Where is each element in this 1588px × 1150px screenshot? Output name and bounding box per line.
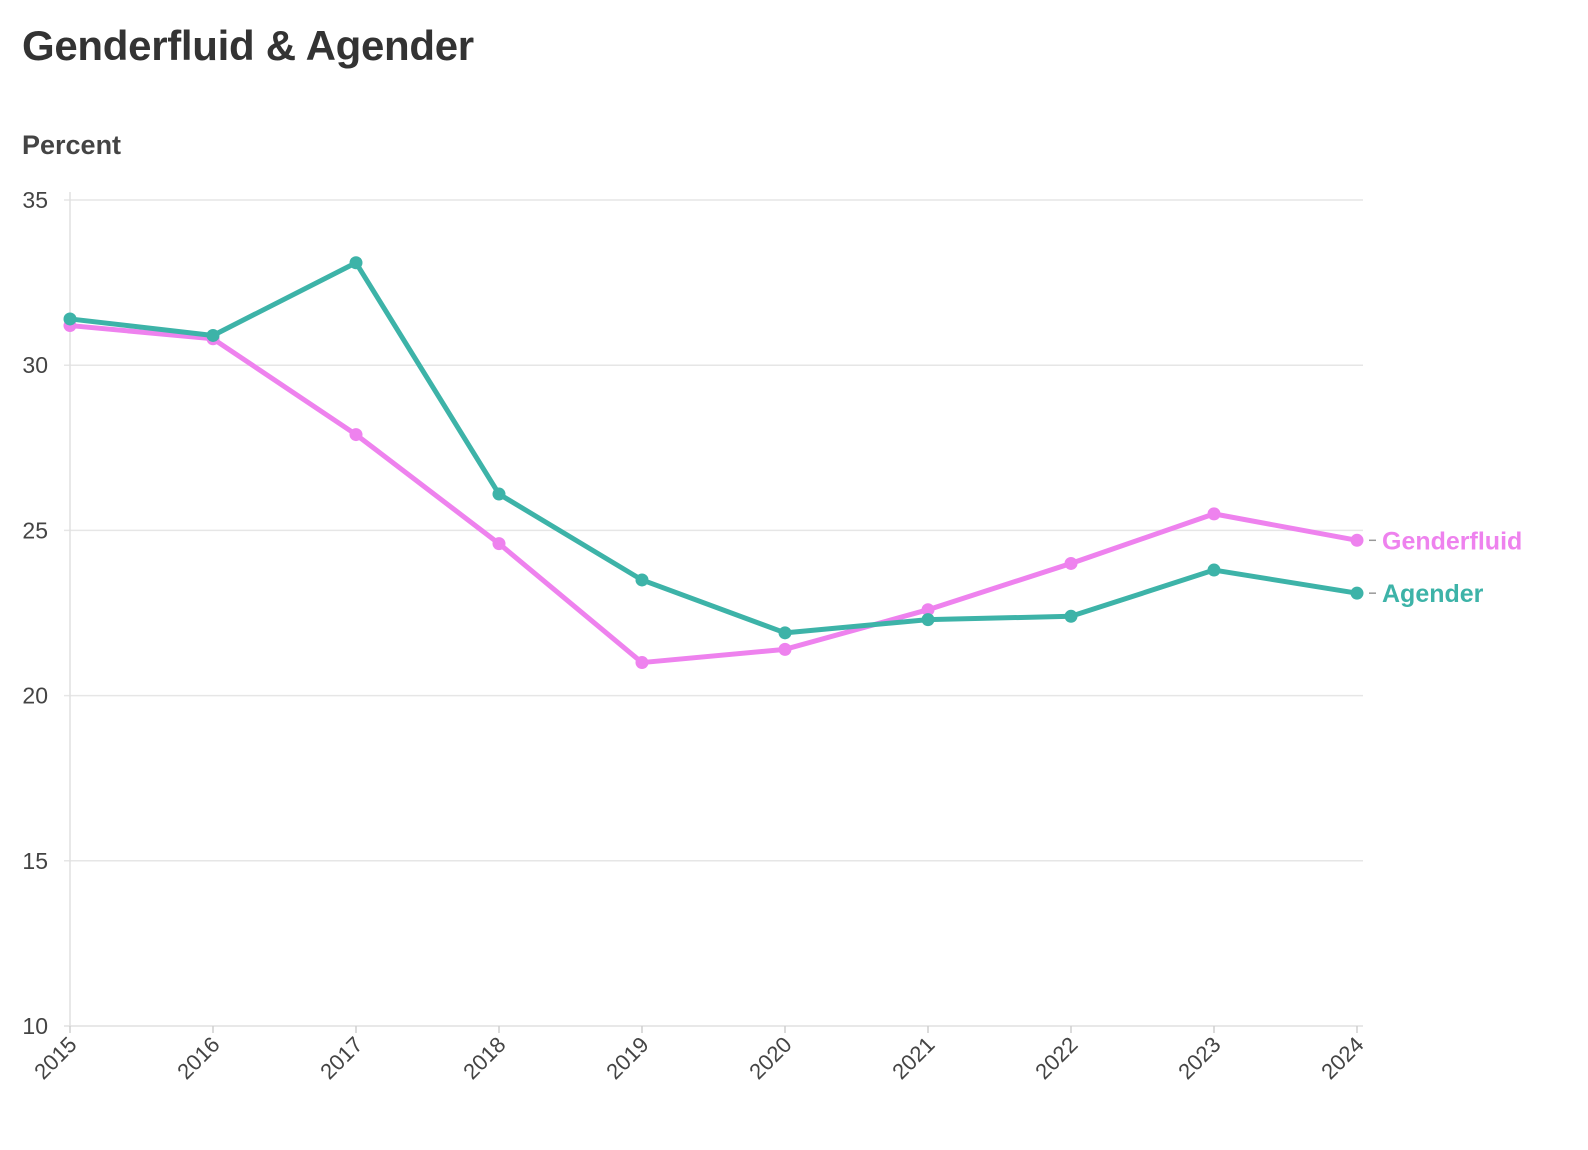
x-tick-label-2022: 2022 <box>1030 1032 1082 1084</box>
data-point-genderfluid-2023 <box>1207 507 1221 521</box>
x-tick-label-2016: 2016 <box>172 1032 224 1084</box>
data-point-agender-2021 <box>921 613 935 627</box>
x-tick-label-2019: 2019 <box>601 1032 653 1084</box>
data-point-genderfluid-2024 <box>1350 533 1364 547</box>
data-point-agender-2024 <box>1350 586 1364 600</box>
axes <box>69 192 1358 1033</box>
y-tick-label-10: 10 <box>22 1013 48 1039</box>
y-tick-label-20: 20 <box>22 683 48 709</box>
x-tick-label-2023: 2023 <box>1173 1032 1225 1084</box>
x-tick-label-2017: 2017 <box>315 1032 367 1084</box>
x-tick-label-2015: 2015 <box>29 1032 81 1084</box>
y-tick-label-25: 25 <box>22 517 48 543</box>
x-tick-label-2021: 2021 <box>887 1032 939 1084</box>
series-line-genderfluid <box>67 323 1360 666</box>
data-point-agender-2019 <box>635 573 649 587</box>
data-point-genderfluid-2020 <box>778 642 792 656</box>
series-labels: Genderfluid Agender <box>1369 527 1522 608</box>
data-point-agender-2016 <box>206 328 220 342</box>
x-tick-label-2024: 2024 <box>1316 1032 1368 1084</box>
data-point-genderfluid-2019 <box>635 656 649 670</box>
series-label-genderfluid: Genderfluid <box>1382 527 1522 555</box>
data-point-agender-2023 <box>1207 563 1221 577</box>
y-tick-label-15: 15 <box>22 848 48 874</box>
data-point-agender-2018 <box>492 487 506 501</box>
y-ticks: 10 15 20 25 30 35 <box>22 187 48 1039</box>
x-tick-label-2020: 2020 <box>744 1032 796 1084</box>
data-point-agender-2022 <box>1064 609 1078 623</box>
series-group <box>63 256 1364 670</box>
data-point-genderfluid-2021 <box>921 603 935 617</box>
series-label-agender: Agender <box>1382 580 1484 608</box>
data-point-genderfluid-2018 <box>492 537 506 551</box>
series-line-agender <box>67 260 1360 636</box>
y-tick-label-35: 35 <box>22 187 48 213</box>
data-point-agender-2020 <box>778 626 792 640</box>
data-point-agender-2017 <box>349 256 363 270</box>
y-tick-label-30: 30 <box>22 352 48 378</box>
x-ticks: 2015 2016 2017 2018 2019 2020 2021 2022 2023 2024 <box>29 1032 1368 1084</box>
y-axis-label: Percent <box>22 130 122 160</box>
grid-lines <box>64 199 1363 1027</box>
x-tick-label-2018: 2018 <box>458 1032 510 1084</box>
data-point-genderfluid-2017 <box>349 428 363 442</box>
data-point-agender-2015 <box>63 312 77 326</box>
chart-title: Genderfluid & Agender <box>22 22 474 69</box>
data-point-genderfluid-2022 <box>1064 556 1078 570</box>
